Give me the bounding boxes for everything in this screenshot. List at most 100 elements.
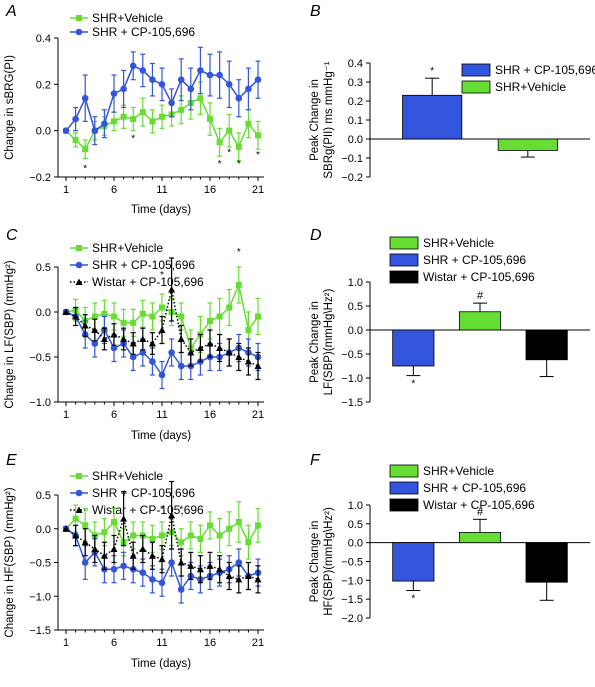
data-point [235, 282, 242, 288]
data-point [158, 371, 166, 379]
legend-label: Wistar + CP-105,696 [423, 498, 535, 512]
y-tick-label: −0.2 [29, 172, 51, 184]
data-point [207, 318, 213, 324]
data-point [149, 576, 156, 583]
data-point [101, 120, 108, 128]
data-point [81, 559, 89, 566]
data-point [255, 313, 261, 320]
x-tick-label: 16 [204, 637, 216, 649]
y-axis-label: HF(SBP)(mmHg\Hz²) [323, 507, 335, 616]
bar [392, 542, 435, 582]
legend-label: SHR + CP-105,696 [92, 258, 195, 272]
y-tick-label: −0.5 [29, 558, 51, 570]
y-tick-label: 0.0 [348, 325, 363, 337]
legend-marker [76, 473, 82, 479]
y-tick-label: 0.0 [36, 126, 51, 138]
data-point [110, 90, 118, 97]
legend-label: Wistar + CP-105,696 [92, 275, 204, 289]
significance-mark: * [83, 164, 87, 175]
data-point [91, 127, 99, 134]
x-tick-label: 11 [156, 637, 167, 649]
data-point [254, 362, 262, 369]
data-point [120, 515, 128, 522]
panel-letter-d: D [310, 227, 322, 244]
data-point [255, 132, 261, 139]
data-point [168, 559, 175, 566]
chart-panel-d: −1.5 −1.0 −0.5 0.0 0.5 1.0 Peak Change in LF(SB… [309, 236, 590, 409]
data-point [62, 127, 70, 134]
legend-marker [76, 15, 82, 21]
data-point [149, 118, 156, 125]
data-point [207, 116, 213, 123]
significance-mark: # [477, 506, 484, 518]
x-tick-label: 6 [111, 409, 117, 421]
bar [458, 532, 502, 544]
series-wistar-cp-105-696 [62, 257, 262, 381]
data-point [235, 559, 243, 566]
y-tick-label: 0.0 [36, 307, 51, 319]
data-point [226, 304, 233, 311]
y-axis-label: Peak Change in [309, 521, 321, 603]
y-axis-label: Peak Change in [309, 79, 321, 161]
x-axis-label: Time (days) [131, 430, 191, 442]
y-tick-label: 0.4 [36, 33, 51, 45]
legend-label: SHR+Vehicle [423, 236, 494, 250]
data-point [235, 353, 243, 360]
data-point [159, 532, 165, 539]
data-point [149, 535, 156, 542]
significance-mark: * [430, 66, 434, 77]
y-tick-label: 1.0 [348, 277, 363, 289]
bar [402, 94, 463, 140]
bar [458, 311, 502, 331]
y-axis-label: Change in HF(SBP) (mmHg²) [4, 487, 16, 637]
data-point [235, 575, 243, 583]
chart-panel-c: −1.0 −0.5 0.0 0.5 Change in LF(SBP) (mmHg²) S… [4, 241, 264, 442]
data-point [149, 358, 156, 365]
data-point [139, 109, 146, 116]
data-point [245, 120, 252, 127]
legend-marker [75, 261, 83, 269]
data-point [168, 511, 176, 519]
legend-label: SHR+Vehicle [92, 241, 163, 255]
legend-swatch [389, 253, 419, 267]
legend-swatch [389, 481, 419, 495]
data-point [81, 322, 89, 329]
data-point [139, 67, 147, 74]
data-point [197, 95, 204, 102]
y-tick-label: −1.5 [341, 594, 363, 606]
data-point [130, 319, 137, 326]
data-point [158, 81, 166, 88]
series-line [65, 515, 259, 581]
data-point [187, 85, 195, 93]
data-point [216, 565, 224, 573]
data-point [81, 538, 89, 546]
x-tick-label: 11 [156, 184, 167, 196]
significance-mark: * [218, 159, 222, 170]
data-point [235, 519, 242, 525]
chart-panel-e: −1.5 −1.0 −0.5 0.0 0.5 Change in HF(SBP) (mmH… [4, 469, 264, 670]
significance-mark: # [477, 290, 484, 302]
data-point [81, 94, 89, 102]
legend-swatch [389, 270, 419, 284]
data-point [245, 85, 252, 93]
data-point [139, 545, 147, 552]
data-point [197, 67, 204, 74]
data-point [168, 286, 176, 293]
data-point [82, 522, 89, 529]
panel-letter-a: A [5, 3, 17, 20]
data-point [235, 94, 243, 102]
y-tick-label: −1.0 [29, 591, 51, 603]
legend-label: Wistar + CP-105,696 [423, 270, 535, 284]
data-point [72, 136, 79, 143]
data-point [110, 545, 118, 552]
legend-label: SHR + CP-105,696 [92, 25, 195, 39]
y-tick-label: −2.0 [341, 613, 363, 625]
legend-swatch [389, 464, 419, 478]
data-point [72, 532, 80, 539]
data-point [177, 335, 185, 342]
significance-mark: * [237, 159, 241, 170]
x-tick-label: 1 [63, 184, 69, 196]
significance-mark: * [237, 247, 241, 258]
significance-mark: * [411, 379, 415, 390]
data-point [225, 572, 233, 579]
